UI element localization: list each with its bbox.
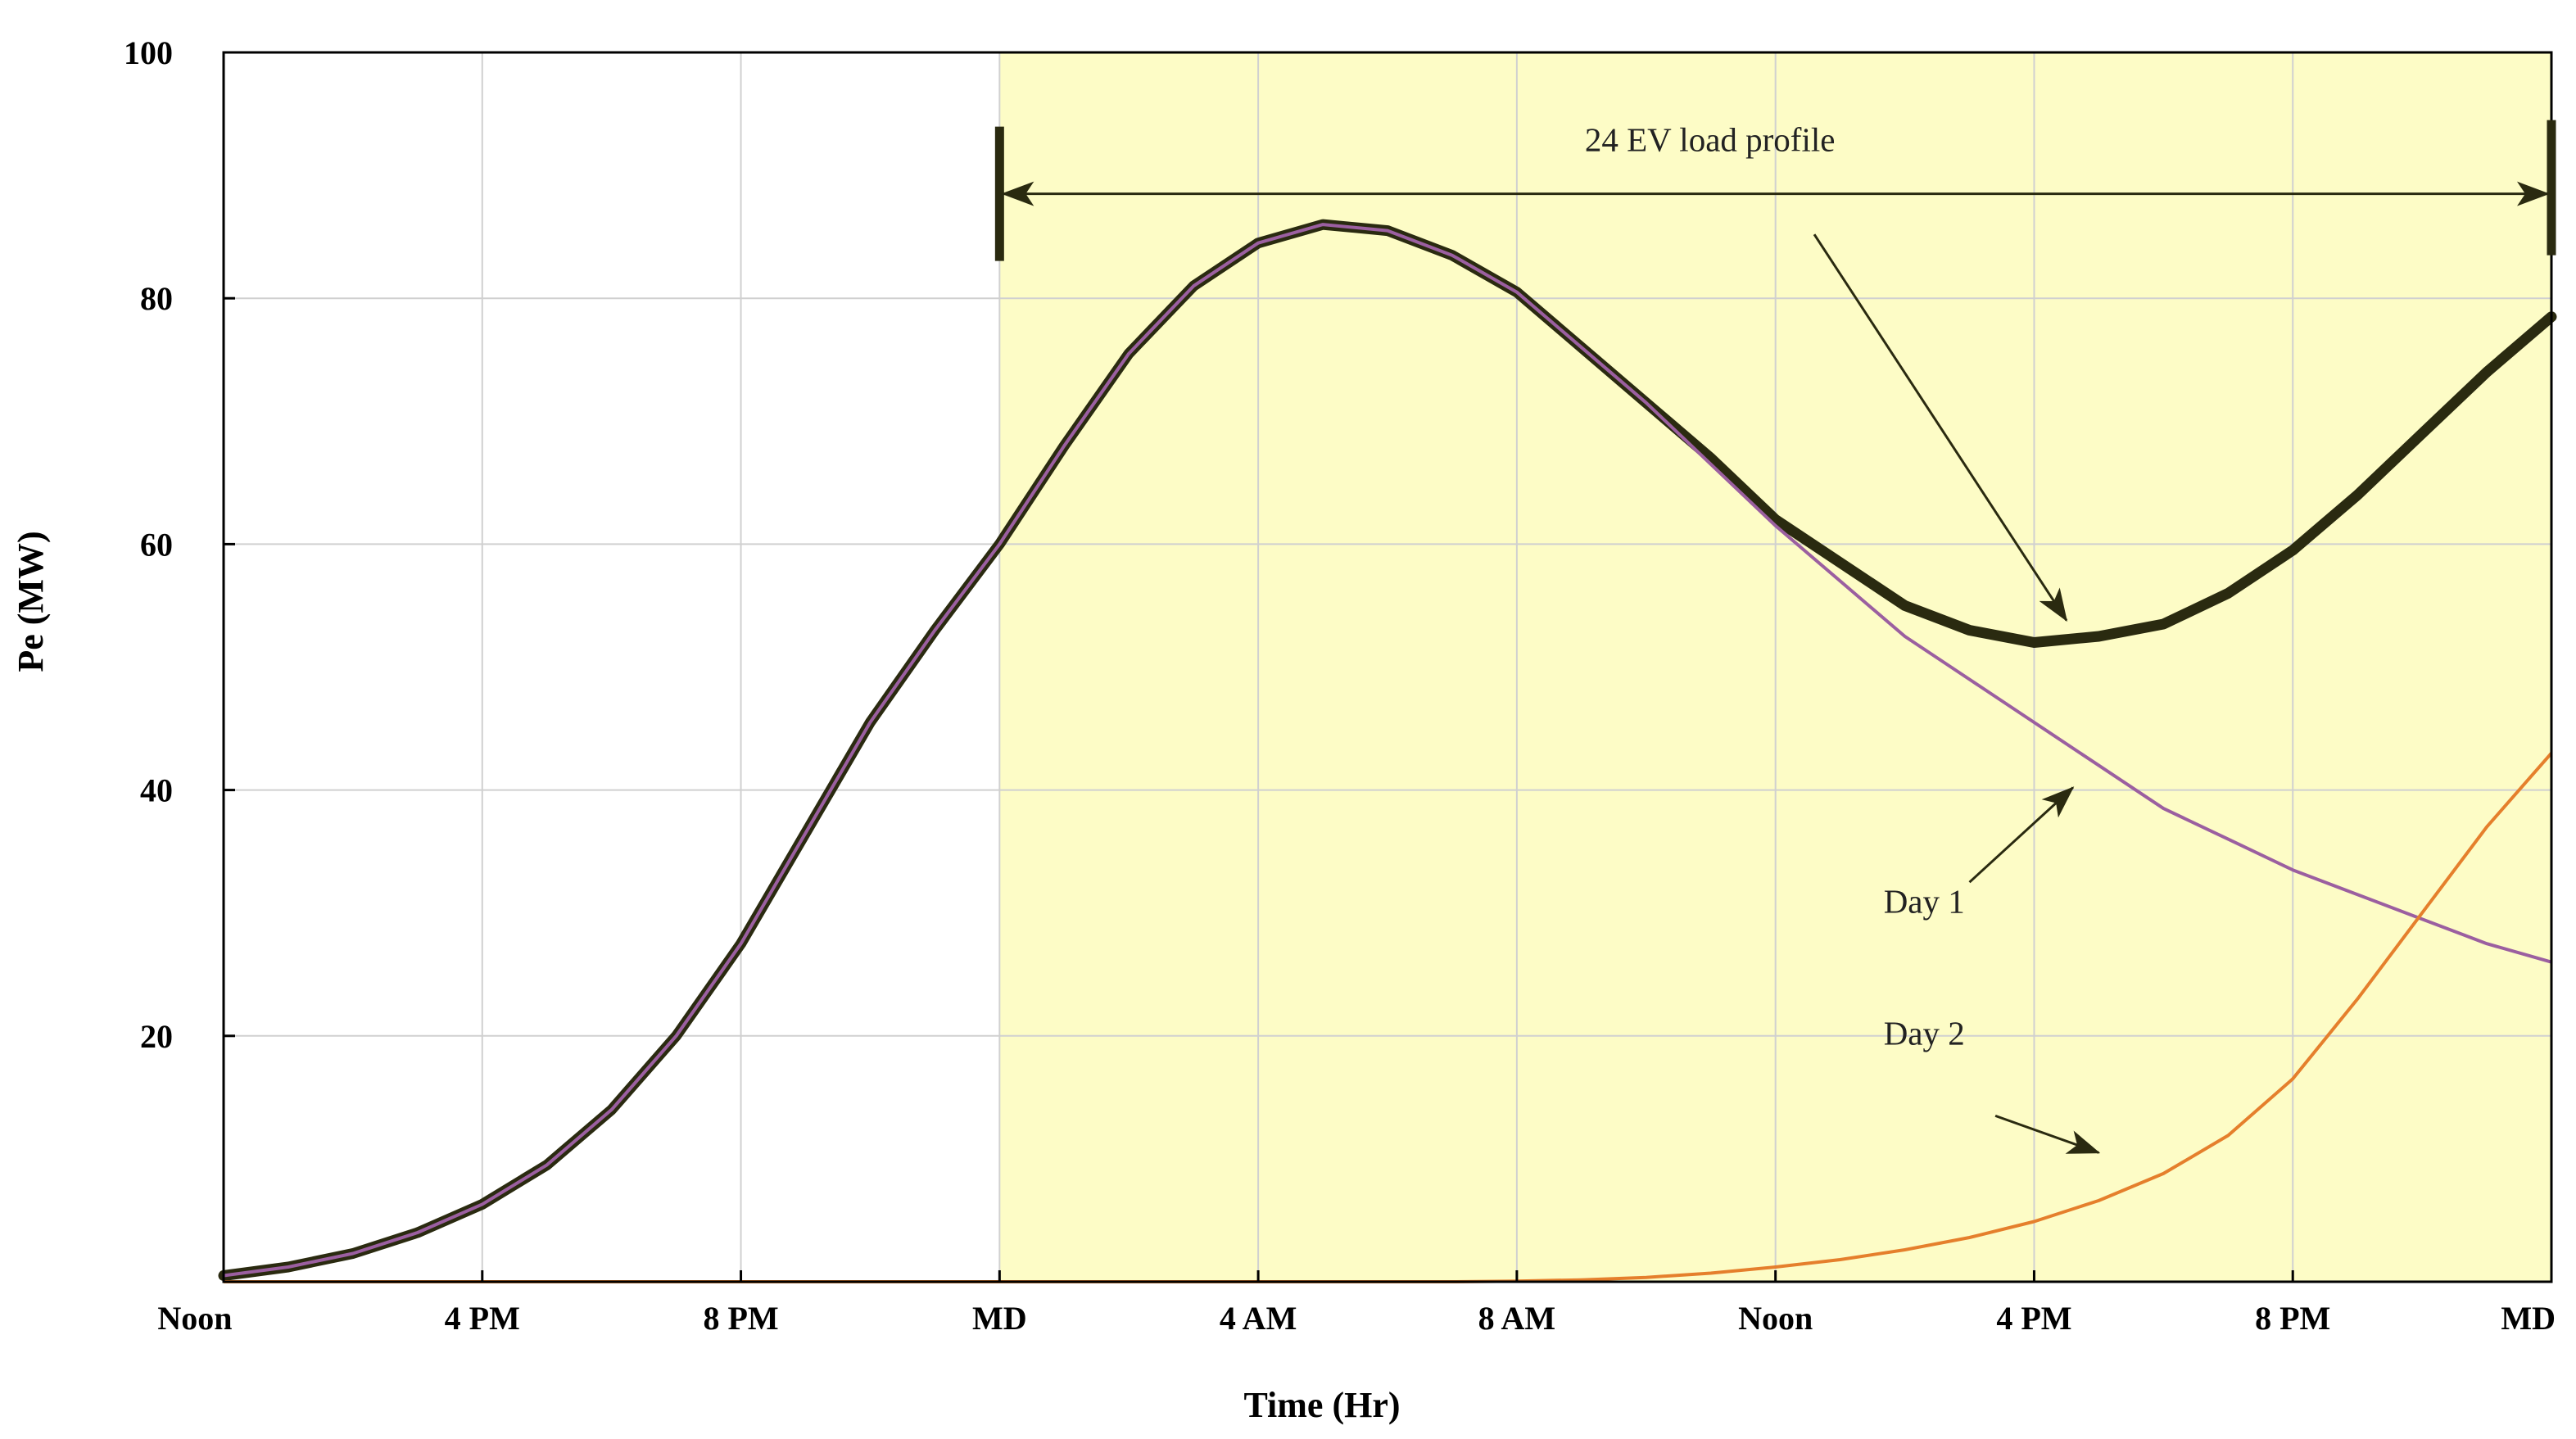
- x-tick-label: Noon: [157, 1300, 232, 1337]
- pointer-arrow-day-1: [1968, 786, 2075, 884]
- pointer-arrow-ev-profile: [1813, 233, 2068, 622]
- pointer-arrow-day-2: [1994, 1114, 2101, 1154]
- x-tick-label: 4 AM: [1220, 1300, 1297, 1337]
- y-tick-label: 100: [124, 34, 173, 71]
- annotation-day-2: Day 2: [1884, 1014, 1965, 1052]
- y-tick-label: 40: [140, 772, 173, 809]
- x-tick-label: 8 PM: [2255, 1300, 2330, 1337]
- x-axis-label: Time (Hr): [1243, 1385, 1400, 1425]
- annotations-layer: 24 EV load profile Day 1 Day 2: [994, 120, 2556, 1154]
- x-tick-label: 8 PM: [703, 1300, 778, 1337]
- x-tick-label: 8 AM: [1478, 1300, 1555, 1337]
- tick-labels-layer: Noon 4 PM 8 PM MD 4 AM 8 AM Noon 4 PM 8 PM MD 20 40…: [124, 34, 2556, 1337]
- series-line-day-1: [223, 223, 2552, 1278]
- y-tick-label: 20: [140, 1018, 173, 1055]
- x-tick-label: 4 PM: [445, 1300, 520, 1337]
- x-tick-label: MD: [2501, 1300, 2556, 1337]
- x-tick-label: Noon: [1738, 1300, 1813, 1337]
- x-tick-label: MD: [972, 1300, 1027, 1337]
- axes-frame: [222, 51, 2553, 1283]
- y-tick-label: 80: [140, 280, 173, 317]
- annotation-day-1: Day 1: [1884, 883, 1965, 921]
- axes-frame-layer: [222, 51, 2553, 1283]
- annotation-ev-load-profile: 24 EV load profile: [1585, 121, 1836, 159]
- y-tick-label: 60: [140, 526, 173, 563]
- y-axis-label: Pe (MW): [11, 531, 51, 672]
- x-tick-label: 4 PM: [1996, 1300, 2071, 1337]
